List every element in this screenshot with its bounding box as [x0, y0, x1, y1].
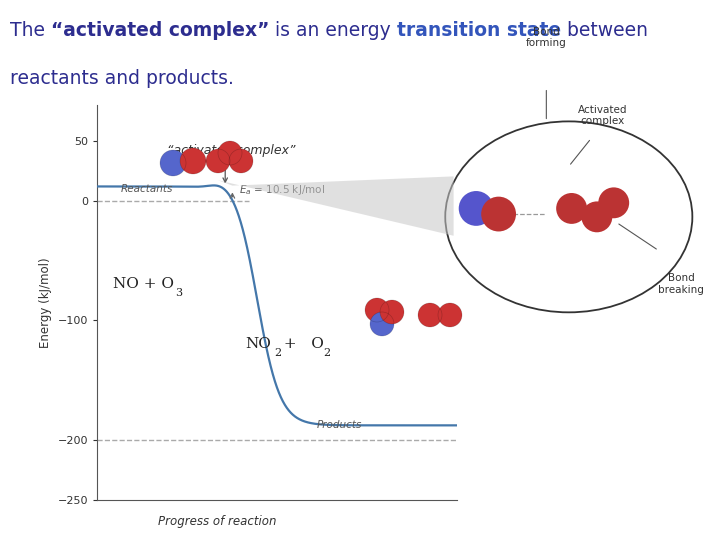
Circle shape — [229, 149, 253, 173]
Text: NO: NO — [246, 337, 271, 351]
Text: reactants and products.: reactants and products. — [10, 69, 234, 88]
Circle shape — [418, 303, 442, 327]
Text: NO + O: NO + O — [113, 278, 174, 292]
Circle shape — [380, 300, 404, 324]
Polygon shape — [218, 177, 454, 236]
Circle shape — [180, 148, 206, 174]
Circle shape — [160, 150, 186, 176]
Circle shape — [218, 141, 242, 165]
Text: “activated complex”: “activated complex” — [167, 144, 295, 157]
Text: 3: 3 — [175, 288, 182, 298]
Text: $\it{E}_a$ = 10.5 kJ/mol: $\it{E}_a$ = 10.5 kJ/mol — [239, 183, 325, 197]
Circle shape — [459, 191, 493, 226]
Circle shape — [481, 197, 516, 232]
Circle shape — [556, 193, 587, 224]
Text: +   O: + O — [279, 337, 324, 351]
Text: Bond
forming: Bond forming — [526, 27, 567, 49]
Circle shape — [438, 303, 462, 327]
Text: 2: 2 — [323, 348, 330, 357]
Text: Products: Products — [318, 420, 363, 430]
Circle shape — [370, 312, 394, 336]
Circle shape — [582, 201, 612, 232]
Text: transition state: transition state — [397, 21, 562, 40]
Text: 2: 2 — [274, 348, 281, 357]
Circle shape — [206, 149, 230, 173]
Y-axis label: Energy (kJ/mol): Energy (kJ/mol) — [39, 257, 52, 348]
Text: Activated
complex: Activated complex — [577, 105, 627, 126]
Text: Reactants: Reactants — [121, 184, 174, 194]
Text: between: between — [562, 21, 648, 40]
Circle shape — [598, 187, 629, 218]
Text: Progress of reaction: Progress of reaction — [158, 515, 276, 528]
Circle shape — [365, 298, 389, 322]
Text: “activated complex”: “activated complex” — [51, 21, 269, 40]
Text: The: The — [10, 21, 51, 40]
Text: Bond
breaking: Bond breaking — [658, 273, 704, 295]
Text: is an energy: is an energy — [269, 21, 397, 40]
